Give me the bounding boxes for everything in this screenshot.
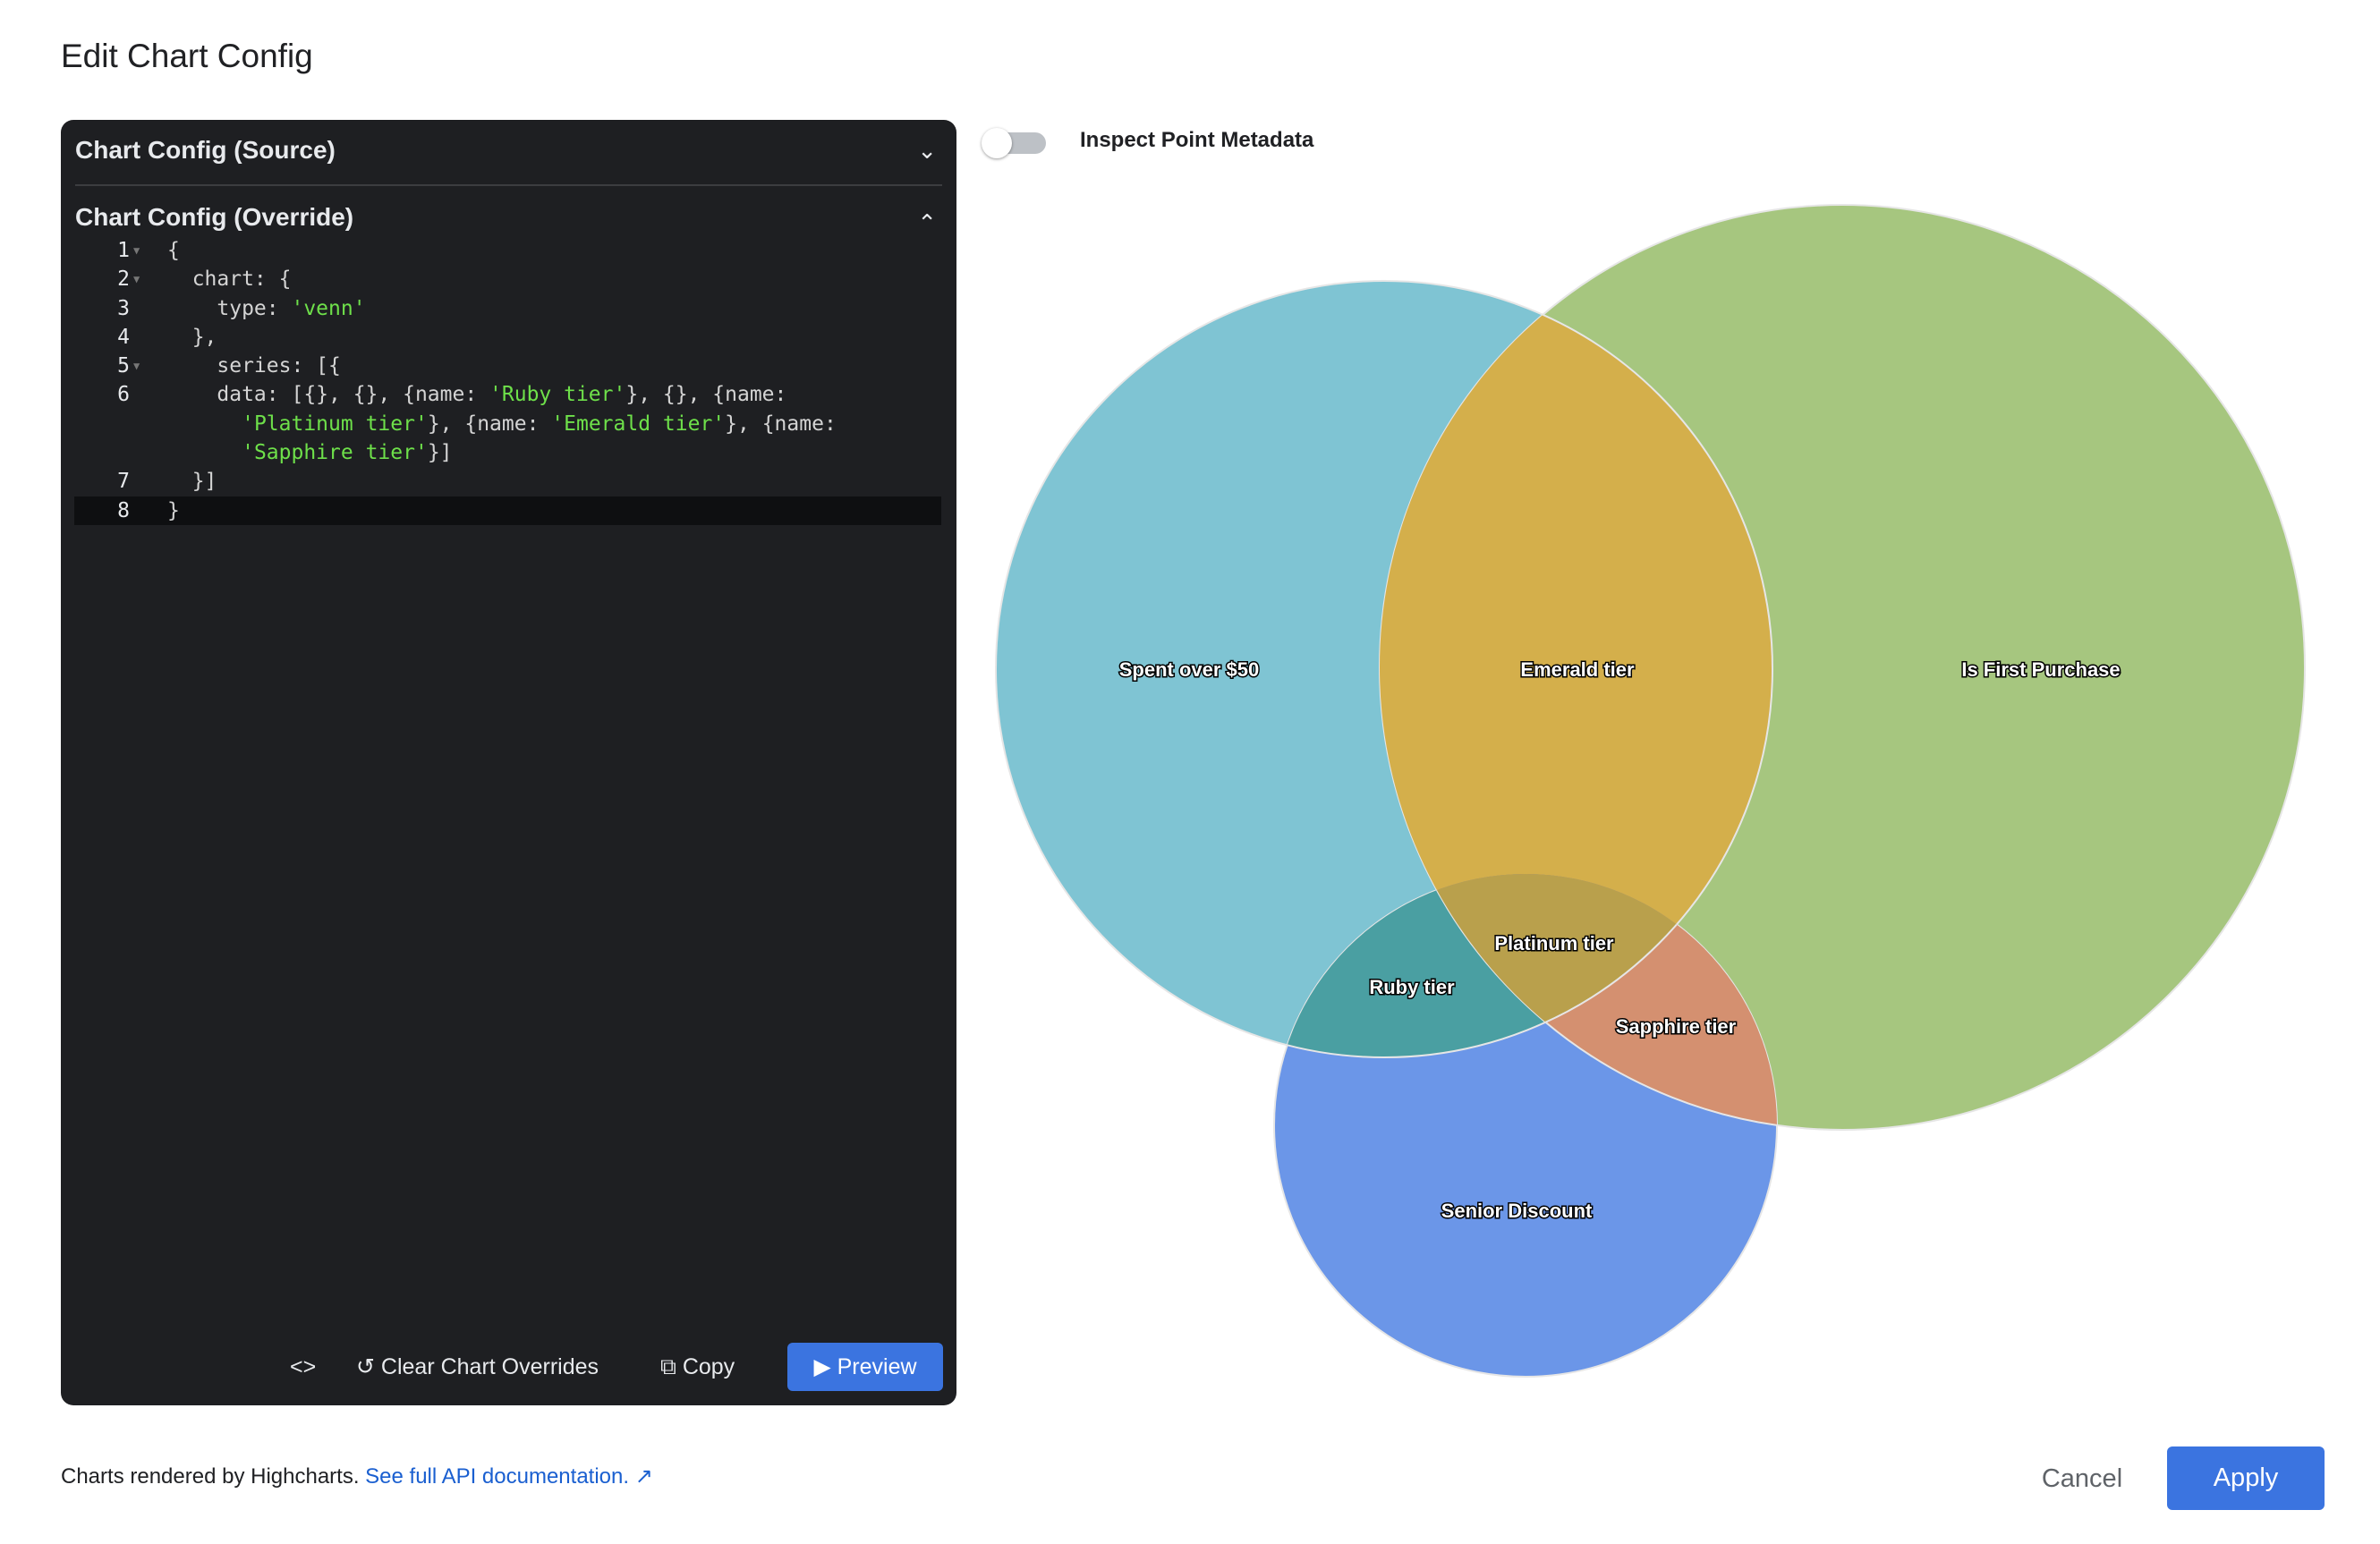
code-line[interactable]: 'Sapphire tier'}] bbox=[74, 438, 941, 467]
code-text: type: 'venn' bbox=[167, 294, 366, 323]
code-text: { bbox=[167, 236, 180, 265]
inspect-metadata-label: Inspect Point Metadata bbox=[1080, 128, 1314, 152]
venn-label: Spent over $50 bbox=[1119, 658, 1260, 681]
venn-label: Senior Discount bbox=[1441, 1200, 1593, 1222]
venn-label: Emerald tier bbox=[1520, 658, 1635, 681]
venn-chart: Spent over $50 Is First Purchase Senior Di… bbox=[995, 204, 2306, 1378]
code-line[interactable]: 4 }, bbox=[74, 323, 941, 352]
code-text: }, bbox=[167, 323, 217, 352]
code-line[interactable]: 1 ▼ { bbox=[74, 236, 941, 265]
copy-icon: ⧉ bbox=[660, 1354, 676, 1379]
code-token: { bbox=[167, 239, 180, 262]
code-text: chart: { bbox=[167, 265, 292, 293]
inspect-metadata-toggle[interactable] bbox=[982, 128, 1048, 158]
code-icon: <> bbox=[290, 1354, 317, 1379]
code-token: } bbox=[167, 498, 180, 522]
code-token: }, {}, {name: bbox=[625, 383, 787, 407]
code-string: 'Emerald tier' bbox=[551, 411, 726, 436]
code-token: }, {name: bbox=[725, 411, 837, 436]
code-editor[interactable]: 1 ▼{2 ▼ chart: {3 type: 'venn' 4 }, 5 ▼ serie… bbox=[74, 236, 941, 525]
copy-label: Copy bbox=[682, 1354, 735, 1379]
code-token bbox=[167, 412, 242, 436]
venn-label: Sapphire tier bbox=[1616, 1015, 1737, 1038]
code-text: 'Sapphire tier'}] bbox=[167, 438, 453, 467]
chevron-up-icon[interactable]: ⌃ bbox=[917, 209, 937, 236]
code-token bbox=[167, 441, 242, 464]
source-header-label: Chart Config (Source) bbox=[75, 136, 336, 164]
code-token: }, bbox=[167, 325, 217, 349]
fold-arrow-icon[interactable]: ▼ bbox=[133, 273, 140, 286]
code-text: }] bbox=[167, 467, 217, 496]
preview-label: Preview bbox=[837, 1354, 917, 1379]
code-token: }] bbox=[167, 470, 217, 494]
footer-text: Charts rendered by Highcharts. bbox=[61, 1464, 366, 1489]
code-token: }, {name: bbox=[427, 411, 552, 436]
override-section-header[interactable]: Chart Config (Override) ⌃ bbox=[75, 198, 942, 237]
code-string: 'Sapphire tier' bbox=[242, 441, 428, 465]
venn-label: Platinum tier bbox=[1494, 932, 1614, 954]
external-link-icon[interactable]: ↗ bbox=[634, 1464, 653, 1489]
code-token: chart: { bbox=[167, 267, 292, 292]
venn-region-ruby-tier[interactable] bbox=[996, 281, 1773, 1058]
line-number: 8 bbox=[117, 498, 130, 522]
code-text: 'Platinum tier'}, {name: 'Emerald tier'}… bbox=[167, 410, 837, 438]
code-token: series: [{ bbox=[167, 354, 341, 378]
code-line[interactable]: 7 }] bbox=[74, 467, 941, 496]
play-icon: ▶ bbox=[813, 1354, 831, 1379]
code-text: } bbox=[167, 496, 180, 525]
footer-note: Charts rendered by Highcharts. See full … bbox=[61, 1463, 653, 1489]
section-divider bbox=[75, 184, 942, 186]
code-token: type: bbox=[167, 296, 292, 320]
chevron-down-icon[interactable]: ⌄ bbox=[917, 137, 937, 164]
code-view-button[interactable]: <> bbox=[290, 1343, 316, 1391]
line-number: 5 bbox=[117, 354, 130, 378]
code-line[interactable]: 6 data: [{}, {}, {name: 'Ruby tier'}, {}… bbox=[74, 380, 941, 409]
copy-button[interactable]: ⧉ Copy bbox=[660, 1343, 735, 1391]
fold-arrow-icon[interactable]: ▼ bbox=[133, 244, 140, 257]
code-token: data: [{}, {}, {name: bbox=[167, 383, 490, 407]
line-number: 7 bbox=[117, 470, 130, 494]
dialog-title: Edit Chart Config bbox=[61, 38, 313, 74]
code-line[interactable]: 2 ▼ chart: { bbox=[74, 265, 941, 293]
venn-label: Is First Purchase bbox=[1961, 658, 2120, 681]
cancel-button[interactable]: Cancel bbox=[2041, 1464, 2123, 1493]
preview-button[interactable]: ▶ Preview bbox=[787, 1343, 943, 1391]
code-string: 'venn' bbox=[291, 296, 366, 320]
code-line[interactable]: 3 type: 'venn' bbox=[74, 294, 941, 323]
line-number: 1 bbox=[117, 239, 130, 262]
fold-arrow-icon[interactable]: ▼ bbox=[133, 360, 140, 373]
venn-label: Ruby tier bbox=[1369, 976, 1455, 998]
code-text: data: [{}, {}, {name: 'Ruby tier'}, {}, … bbox=[167, 380, 786, 409]
api-docs-link[interactable]: See full API documentation. bbox=[365, 1464, 630, 1489]
line-number: 6 bbox=[117, 383, 130, 407]
code-line[interactable]: 'Platinum tier'}, {name: 'Emerald tier'}… bbox=[74, 410, 941, 438]
code-line[interactable]: 5 ▼ series: [{ bbox=[74, 352, 941, 380]
clear-overrides-button[interactable]: ↺ Clear Chart Overrides bbox=[356, 1343, 599, 1391]
clear-overrides-label: Clear Chart Overrides bbox=[380, 1354, 599, 1379]
code-line[interactable]: 8} bbox=[74, 496, 941, 525]
editor-toolbar: <> ↺ Clear Chart Overrides ⧉ Copy ▶ Prev… bbox=[61, 1343, 956, 1391]
history-icon: ↺ bbox=[356, 1354, 375, 1379]
override-header-label: Chart Config (Override) bbox=[75, 203, 354, 231]
code-string: 'Platinum tier' bbox=[242, 411, 428, 436]
line-number: 2 bbox=[117, 267, 130, 292]
code-string: 'Ruby tier' bbox=[489, 383, 626, 407]
line-number: 4 bbox=[117, 325, 130, 349]
code-editor-panel: Chart Config (Source) ⌄ Chart Config (Ov… bbox=[61, 120, 956, 1405]
source-section-header[interactable]: Chart Config (Source) ⌄ bbox=[75, 131, 942, 170]
line-number: 3 bbox=[117, 296, 130, 320]
apply-button[interactable]: Apply bbox=[2167, 1446, 2325, 1510]
code-text: series: [{ bbox=[167, 352, 341, 380]
code-token: }] bbox=[427, 441, 453, 465]
